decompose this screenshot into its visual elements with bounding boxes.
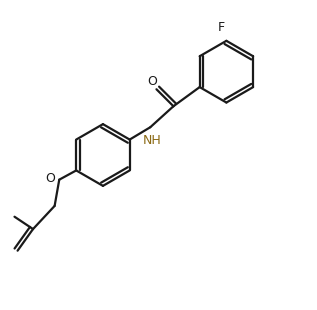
Text: O: O: [45, 172, 55, 185]
Text: O: O: [147, 75, 157, 88]
Text: NH: NH: [142, 134, 161, 147]
Text: F: F: [218, 21, 225, 34]
